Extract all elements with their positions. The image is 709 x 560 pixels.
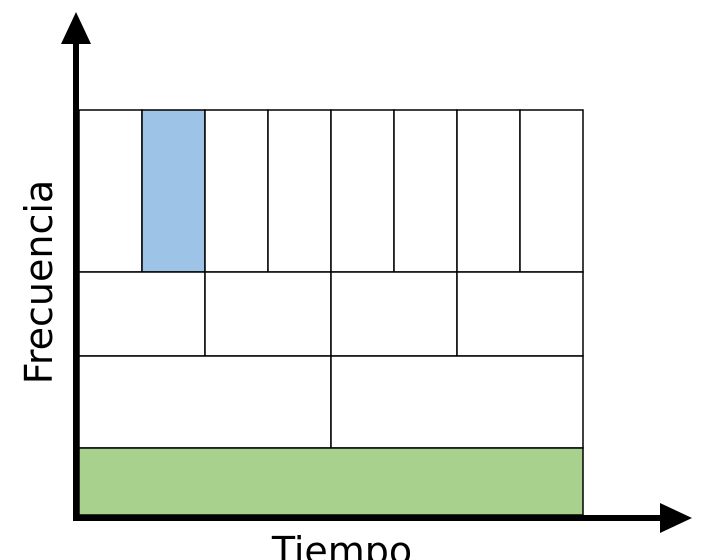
y-axis-arrow-icon (61, 12, 91, 44)
axes (61, 12, 692, 533)
base-band-cell (78, 447, 584, 516)
grid-cell (78, 109, 143, 273)
grid-cell (330, 271, 458, 357)
y-axis-label: Frecuencia (17, 180, 61, 384)
x-axis-arrow-icon (660, 503, 692, 533)
grid-cell (330, 355, 584, 449)
grid-cell (393, 109, 458, 273)
highlighted-cell (141, 109, 206, 273)
grid-cell (456, 271, 584, 357)
grid-cell (456, 109, 521, 273)
tiling-grid (78, 109, 584, 516)
grid-cell (204, 271, 332, 357)
grid-cell (519, 109, 584, 273)
grid-cell (267, 109, 332, 273)
x-axis-label: Tiempo (271, 529, 412, 560)
grid-cell (78, 271, 206, 357)
grid-cell (330, 109, 395, 273)
grid-cell (204, 109, 269, 273)
grid-cell (78, 355, 332, 449)
